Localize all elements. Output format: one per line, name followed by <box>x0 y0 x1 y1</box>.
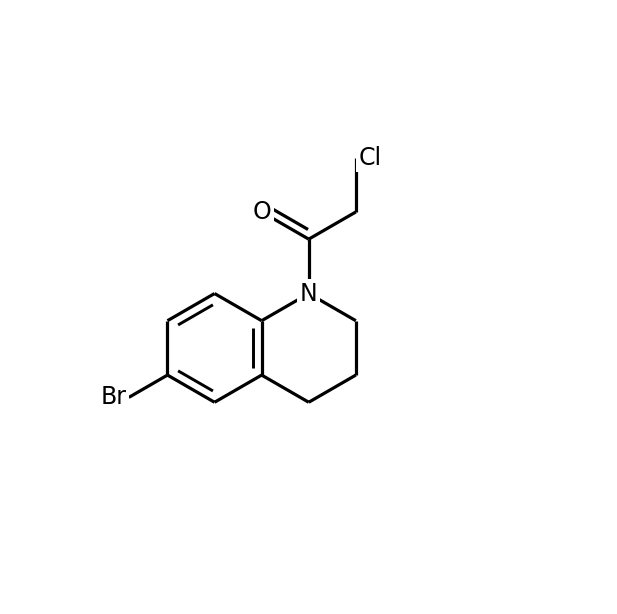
Text: Br: Br <box>101 386 126 410</box>
Text: O: O <box>252 200 271 224</box>
Text: N: N <box>300 282 318 306</box>
Text: Cl: Cl <box>358 146 381 169</box>
